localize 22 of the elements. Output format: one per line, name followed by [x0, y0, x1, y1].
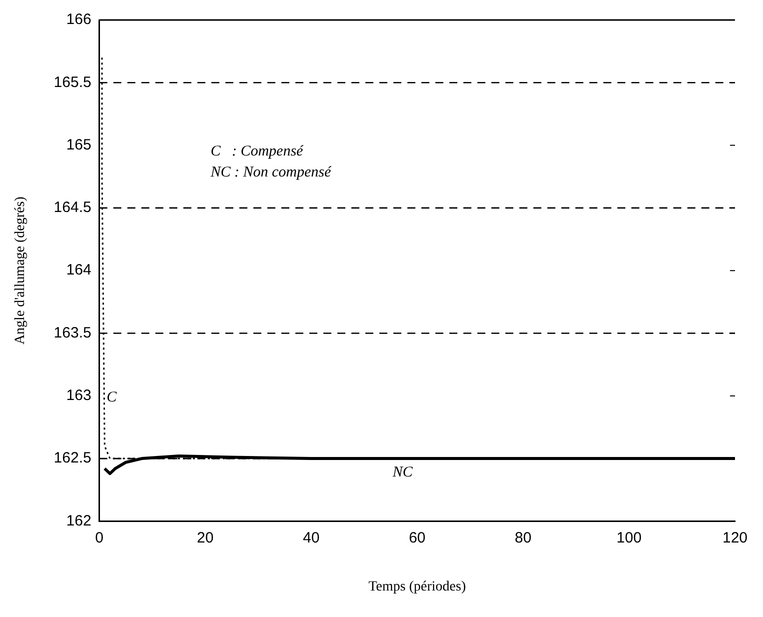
y-tick-label: 165.5: [54, 74, 92, 91]
x-tick-label: 100: [616, 529, 642, 546]
annotation: C: [106, 389, 118, 406]
y-tick-label: 166: [66, 11, 92, 28]
y-tick-label: 165: [66, 136, 92, 154]
y-tick-label: 163: [66, 387, 92, 404]
y-axis-title: Angle d'allumage (degrés): [13, 196, 28, 345]
y-tick-label: 164: [66, 262, 92, 279]
x-tick-label: 40: [302, 529, 320, 546]
y-tick-label: 164.5: [54, 199, 92, 216]
annotation: NC : Non compensé: [210, 164, 332, 181]
x-tick-label: 20: [196, 529, 214, 546]
annotation: NC: [392, 464, 414, 480]
y-tick-label: 163.5: [54, 324, 92, 342]
x-tick-label: 120: [722, 529, 748, 546]
x-tick-label: 60: [408, 529, 426, 546]
x-tick-label: 0: [95, 529, 104, 546]
x-axis-title: Temps (périodes): [368, 579, 466, 594]
y-tick-label: 162: [66, 512, 92, 530]
y-tick-label: 162.5: [54, 450, 92, 467]
annotation: C : Compensé: [210, 144, 304, 160]
x-tick-label: 80: [514, 529, 532, 546]
